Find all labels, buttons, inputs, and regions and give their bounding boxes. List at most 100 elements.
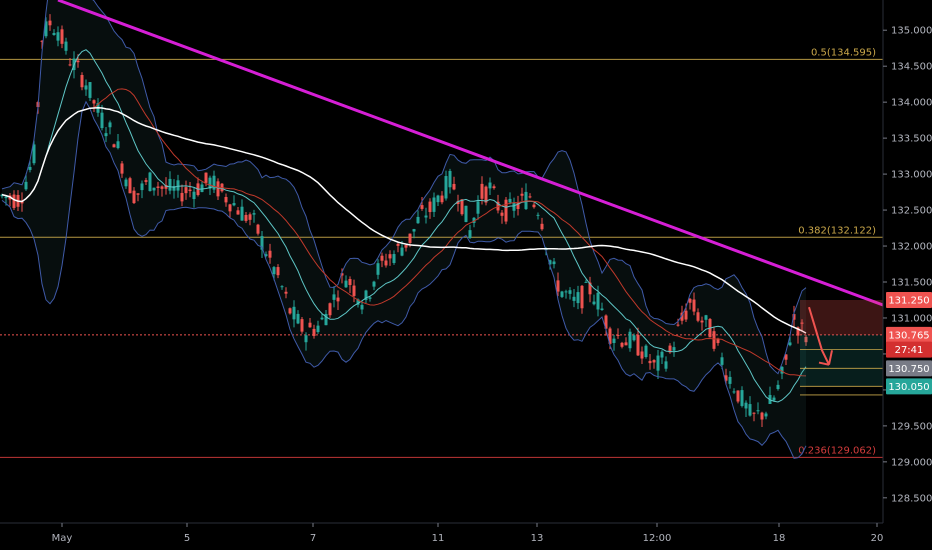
candle-body [340, 273, 344, 276]
candle-body [436, 195, 440, 203]
candle-body [752, 412, 756, 414]
candle-body [312, 328, 316, 336]
price-badge [886, 378, 932, 395]
price-badge-label: 130.765 [888, 330, 929, 341]
candle-body [320, 317, 324, 320]
candle-body [412, 229, 416, 232]
time-tick-label: 12:00 [643, 533, 672, 544]
candle-body [756, 410, 760, 412]
candle-body [76, 60, 80, 63]
candle-body [600, 308, 604, 310]
candle-body [408, 233, 412, 243]
candle-body [444, 176, 448, 199]
price-tick-label: 132.000 [891, 242, 932, 253]
candle-body [760, 412, 764, 420]
candle-body [780, 366, 784, 374]
candle-body [472, 217, 476, 223]
candle-body [740, 390, 744, 406]
candle-body [164, 184, 168, 189]
candle-body [716, 338, 720, 344]
price-axis[interactable]: 135.000 134.500 134.000 133.500 133.000 132.5… [882, 0, 932, 523]
candle-body [80, 75, 84, 88]
projection-arrowhead [818, 350, 833, 366]
candle-body [624, 342, 628, 346]
candle-body [140, 183, 144, 191]
price-tick-label: 129.000 [891, 457, 932, 468]
candle-body [116, 141, 120, 149]
candle-body [424, 215, 428, 218]
price-tick-label: 133.000 [891, 170, 932, 181]
candle-body [300, 319, 304, 332]
candle-body [420, 205, 424, 209]
candle-body [48, 20, 52, 26]
candle-body [732, 391, 736, 393]
candle-body [644, 345, 648, 358]
candle-body [728, 376, 732, 384]
candle-body [448, 170, 452, 188]
candle-body [696, 312, 700, 321]
candle-body [516, 202, 520, 210]
fib-level-label: 0.382(132.122) [798, 225, 876, 236]
candle-body [236, 210, 240, 215]
candle-body [580, 285, 584, 309]
candle-body [496, 201, 500, 211]
candle-body [260, 236, 264, 250]
candle-body [292, 306, 296, 320]
candle-body [28, 166, 32, 170]
candle-body [724, 375, 728, 381]
candle-body [692, 299, 696, 312]
candle-body [88, 82, 92, 98]
price-badge-label: 27:41 [895, 345, 924, 356]
candle-body [652, 360, 656, 363]
ma50-line [1, 88, 807, 377]
fib-level-label: 0.5(134.595) [811, 47, 876, 58]
time-tick-label: 13 [531, 533, 544, 544]
price-tick-label: 128.500 [891, 493, 932, 504]
candle-body [392, 254, 396, 263]
candle-body [556, 280, 560, 292]
candle-body [184, 187, 188, 194]
price-badge-label: 130.750 [888, 364, 929, 375]
candle-body [664, 361, 668, 369]
candle-body [660, 351, 664, 358]
candle-body [620, 342, 624, 347]
bollinger-middle-line [1, 49, 807, 403]
candle-body [764, 413, 768, 417]
candle-body [508, 198, 512, 203]
candle-body [128, 178, 132, 194]
candle-body [296, 313, 300, 324]
candle-body [596, 292, 600, 310]
price-badge [886, 291, 932, 308]
candle-body [120, 163, 124, 174]
candle-body [232, 203, 236, 206]
candle-body [584, 281, 588, 283]
time-axis[interactable]: May 5 7 11 13 12:00 18 20 [0, 522, 883, 544]
candle-body [568, 290, 572, 294]
trendline [57, 0, 884, 307]
time-tick-label: May [52, 533, 73, 544]
candle-body [676, 324, 680, 326]
candle-body [352, 285, 356, 296]
candle-body [384, 260, 388, 266]
time-tick-label: 11 [432, 533, 445, 544]
fib-level-label: 0.236(129.062) [798, 445, 876, 456]
candle-body [24, 181, 28, 190]
candle-body [264, 254, 268, 256]
candle-body [92, 100, 96, 104]
candle-body [532, 204, 536, 208]
candle-body [492, 186, 496, 189]
candle-body [396, 243, 400, 246]
candle-body [364, 290, 368, 301]
candle-body [572, 296, 576, 301]
candle-body [308, 322, 312, 328]
candle-body [500, 212, 504, 216]
candle-body [736, 390, 740, 402]
price-badge-label: 131.250 [888, 295, 929, 306]
candle-body [560, 291, 564, 297]
candle-body [136, 193, 140, 195]
candle-body [612, 338, 616, 344]
candle-body [404, 245, 408, 248]
candle-body [744, 402, 748, 409]
